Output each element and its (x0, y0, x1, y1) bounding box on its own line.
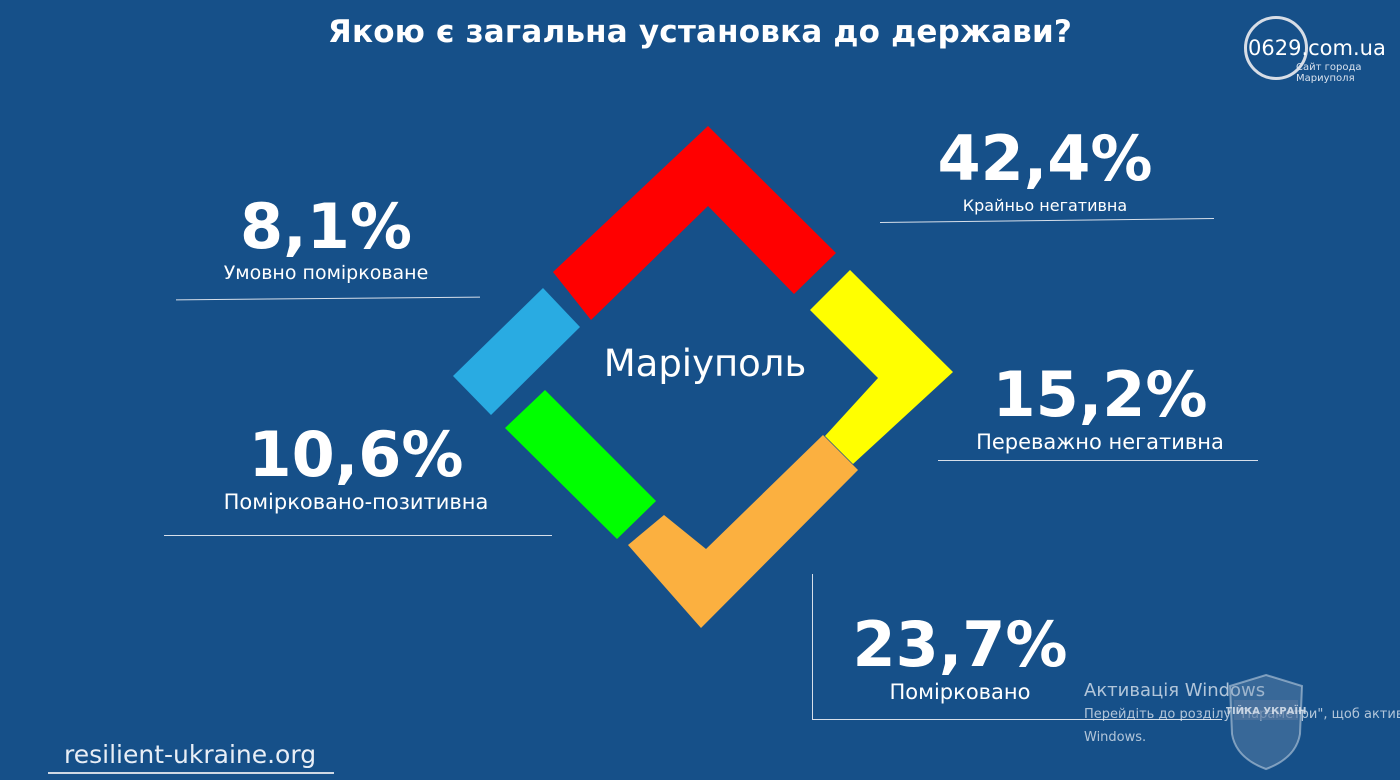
logo-text: 0629.com.ua (1248, 36, 1386, 60)
logo-subtitle: Сайт города Мариуполя (1296, 62, 1362, 84)
stat-mostly-negative: 15,2% Переважно негативна (940, 358, 1260, 455)
stat-conditionally-moderate: 8,1% Умовно помірковане (176, 190, 476, 285)
underline (812, 719, 1222, 720)
stat-value: 23,7% (852, 608, 1068, 681)
watermark-title: Активація Windows (1084, 680, 1266, 701)
stat-moderately-positive: 10,6% Помірковано-позитивна (166, 418, 546, 515)
shield-badge-icon: СТІЙКА УКРАЇНА (1226, 673, 1306, 771)
logo-circle-icon (1244, 16, 1308, 80)
segment-green (505, 390, 656, 539)
stat-extremely-negative: 42,4% Крайньо негативна (880, 122, 1210, 216)
stat-caption: Помірковано-позитивна (223, 490, 489, 514)
logo-subtitle-line2: Мариуполя (1296, 73, 1355, 84)
stat-caption: Переважно негативна (976, 430, 1224, 454)
stat-value: 15,2% (992, 358, 1208, 431)
stat-caption: Помірковано (889, 680, 1031, 704)
watermark-text-end: Windows. (1084, 730, 1147, 745)
segment-red (553, 126, 836, 320)
stat-value: 10,6% (248, 418, 464, 491)
footer-link[interactable]: resilient-ukraine.org (64, 740, 317, 769)
site-logo[interactable]: 0629.com.ua Сайт города Мариуполя (1242, 14, 1392, 88)
stat-caption: Крайньо негативна (962, 196, 1128, 215)
stat-value: 8,1% (240, 190, 412, 263)
badge-text: СТІЙКА УКРАЇНА (1226, 703, 1306, 717)
underline (164, 535, 552, 536)
underline (938, 460, 1258, 461)
page-title: Якою є загальна установка до держави? (327, 14, 1073, 50)
segment-orange (628, 435, 858, 628)
bracket-vertical-line (812, 574, 813, 720)
center-label: Маріуполь (603, 342, 807, 385)
footer-underline (48, 772, 334, 774)
stat-caption: Умовно помірковане (223, 262, 429, 284)
stat-moderate: 23,7% Помірковано (830, 608, 1090, 705)
stat-value: 42,4% (937, 122, 1153, 195)
segment-blue (453, 288, 580, 415)
logo-subtitle-line1: Сайт города (1296, 62, 1362, 73)
segment-yellow (810, 270, 953, 464)
